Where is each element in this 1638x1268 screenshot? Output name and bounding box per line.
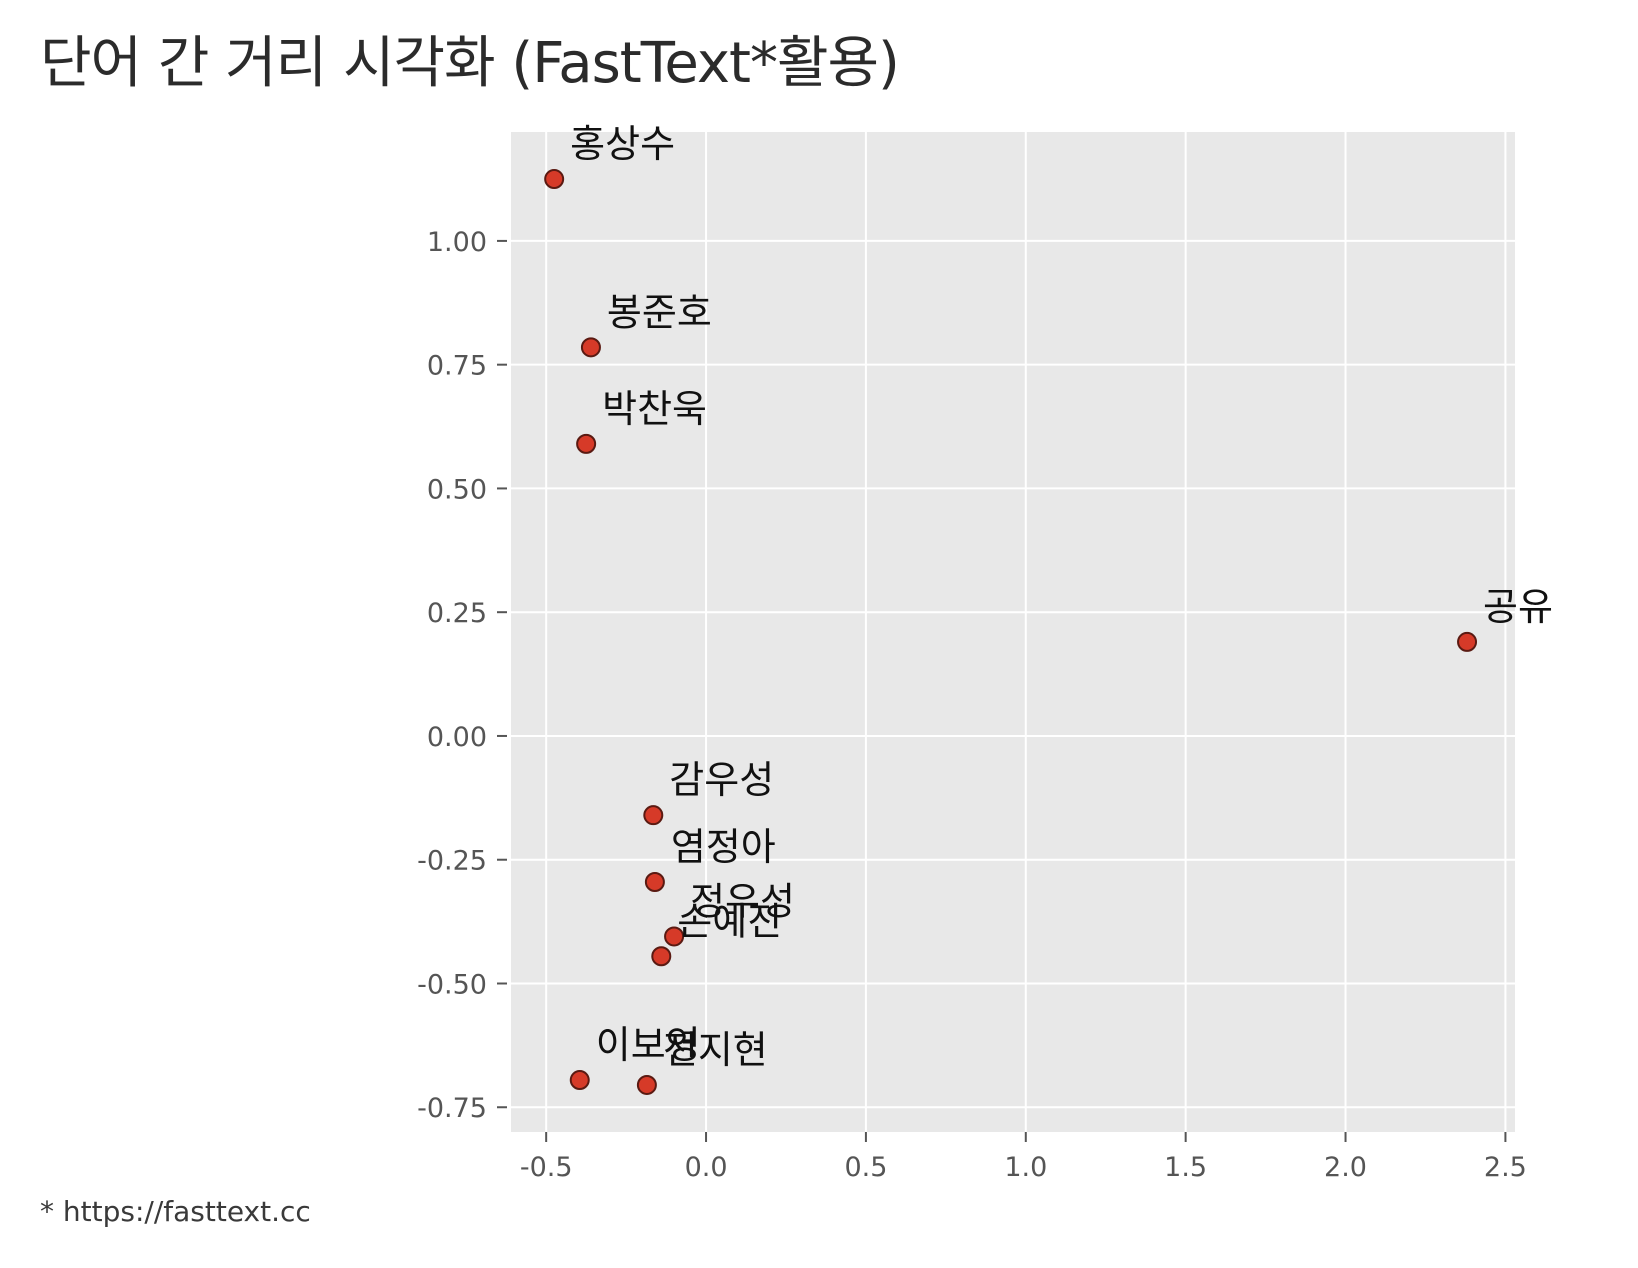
data-points	[544, 169, 1478, 1095]
point-label: 손예진	[677, 899, 782, 943]
point-label: 이보영	[596, 1023, 701, 1067]
source-footnote: * https://fasttext.cc	[40, 1195, 311, 1228]
point-label: 공유	[1483, 585, 1553, 629]
point-label: 염정아	[671, 825, 776, 869]
scatter-point	[580, 337, 601, 358]
axis-ticks: -0.5 0.0 0.5 1.0 1.5 2.0 2.5 -0.75 -0.50 -0.25 0.0…	[417, 227, 1527, 1183]
scatter-point	[544, 169, 565, 190]
y-tick-label: 0.50	[427, 474, 487, 505]
scatter-point	[664, 926, 685, 947]
scatter-point	[569, 1070, 590, 1091]
x-tick-label: 0.0	[685, 1152, 728, 1183]
scatter-point	[1457, 631, 1478, 652]
grid-lines	[511, 132, 1515, 1132]
page-title: 단어 간 거리 시각화 (FastText*활용)	[40, 31, 900, 96]
y-tick-label: 0.75	[427, 351, 487, 382]
scatter-point	[643, 805, 664, 826]
scatter-point	[651, 946, 672, 967]
point-label: 전지현	[663, 1028, 768, 1072]
x-tick-label: 1.5	[1164, 1152, 1207, 1183]
x-tick-label: 2.0	[1324, 1152, 1367, 1183]
point-label: 박찬욱	[602, 387, 707, 431]
y-tick-label: -0.75	[417, 1093, 487, 1124]
y-tick-label: 1.00	[427, 227, 487, 258]
x-tick-label: 0.5	[844, 1152, 887, 1183]
point-label: 봉준호	[607, 290, 712, 334]
point-label: 감우성	[669, 758, 774, 802]
x-tick-label: 1.0	[1004, 1152, 1047, 1183]
scatter-point	[576, 433, 597, 454]
point-label: 홍상수	[570, 122, 675, 166]
point-label: 정우성	[690, 879, 795, 923]
scatter-point	[644, 872, 665, 892]
scatter-point	[636, 1074, 657, 1095]
x-tick-label: 2.5	[1484, 1152, 1527, 1183]
y-tick-label: -0.50	[417, 969, 487, 1000]
y-tick-label: -0.25	[417, 846, 487, 877]
y-tick-label: 0.00	[427, 722, 487, 753]
y-tick-label: 0.25	[427, 598, 487, 629]
x-tick-label: -0.5	[520, 1152, 573, 1183]
plot-area	[511, 132, 1515, 1132]
